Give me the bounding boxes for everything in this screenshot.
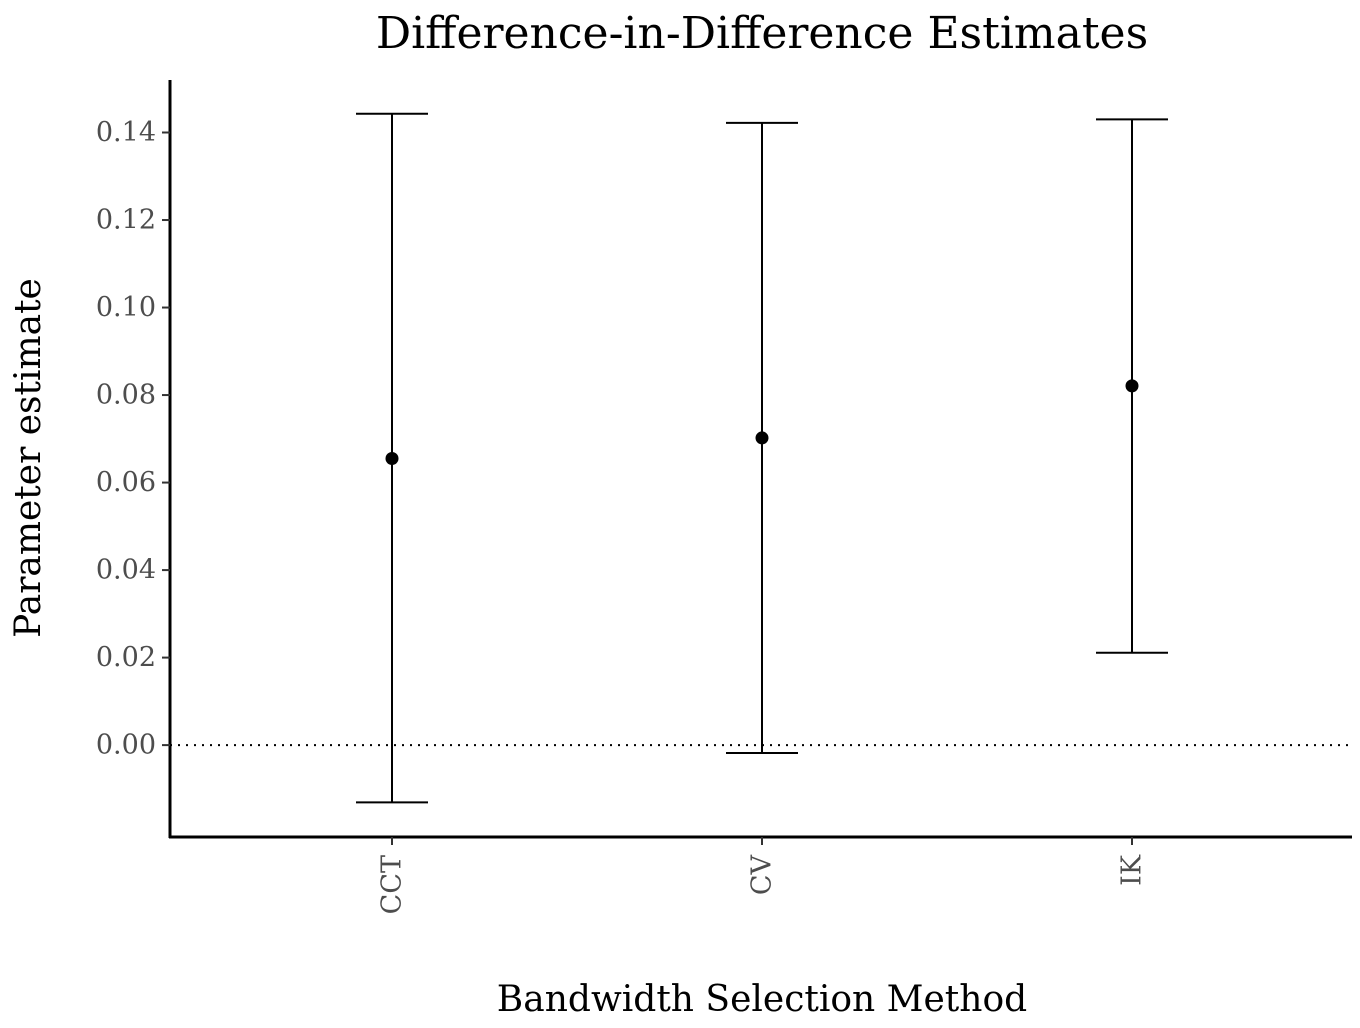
y-tick-label: 0.08 (96, 380, 156, 411)
x-tick-label: CCT (377, 855, 408, 914)
y-axis-title: Parameter estimate (8, 278, 49, 638)
y-tick-label: 0.14 (96, 117, 156, 148)
y-tick-label: 0.10 (96, 292, 156, 323)
y-tick-label: 0.02 (96, 642, 156, 673)
y-tick-label: 0.06 (96, 467, 156, 498)
x-tick-label: CV (747, 855, 778, 896)
x-tick-label-group: CV (747, 855, 778, 896)
x-axis-title: Bandwidth Selection Method (497, 979, 1027, 1020)
y-tick-label: 0.04 (96, 555, 156, 586)
y-tick-label: 0.00 (96, 730, 156, 761)
errorbar-cct (356, 112, 428, 804)
estimate-point (385, 452, 399, 465)
errorbar-cv (726, 121, 798, 754)
estimate-point (755, 431, 769, 445)
x-tick-label-group: IK (1117, 854, 1148, 886)
y-tick-label: 0.12 (96, 205, 156, 236)
x-tick-label: IK (1117, 854, 1148, 886)
chart-title: Difference-in-Difference Estimates (376, 8, 1148, 59)
errorbar-ik (1096, 118, 1168, 654)
x-tick-label-group: CCT (377, 855, 408, 914)
plot-area: 0.00 0.02 0.04 0.06 0.08 0.10 0.12 0.14 CCT CV IK (96, 80, 1352, 914)
estimate-point (1125, 379, 1139, 393)
